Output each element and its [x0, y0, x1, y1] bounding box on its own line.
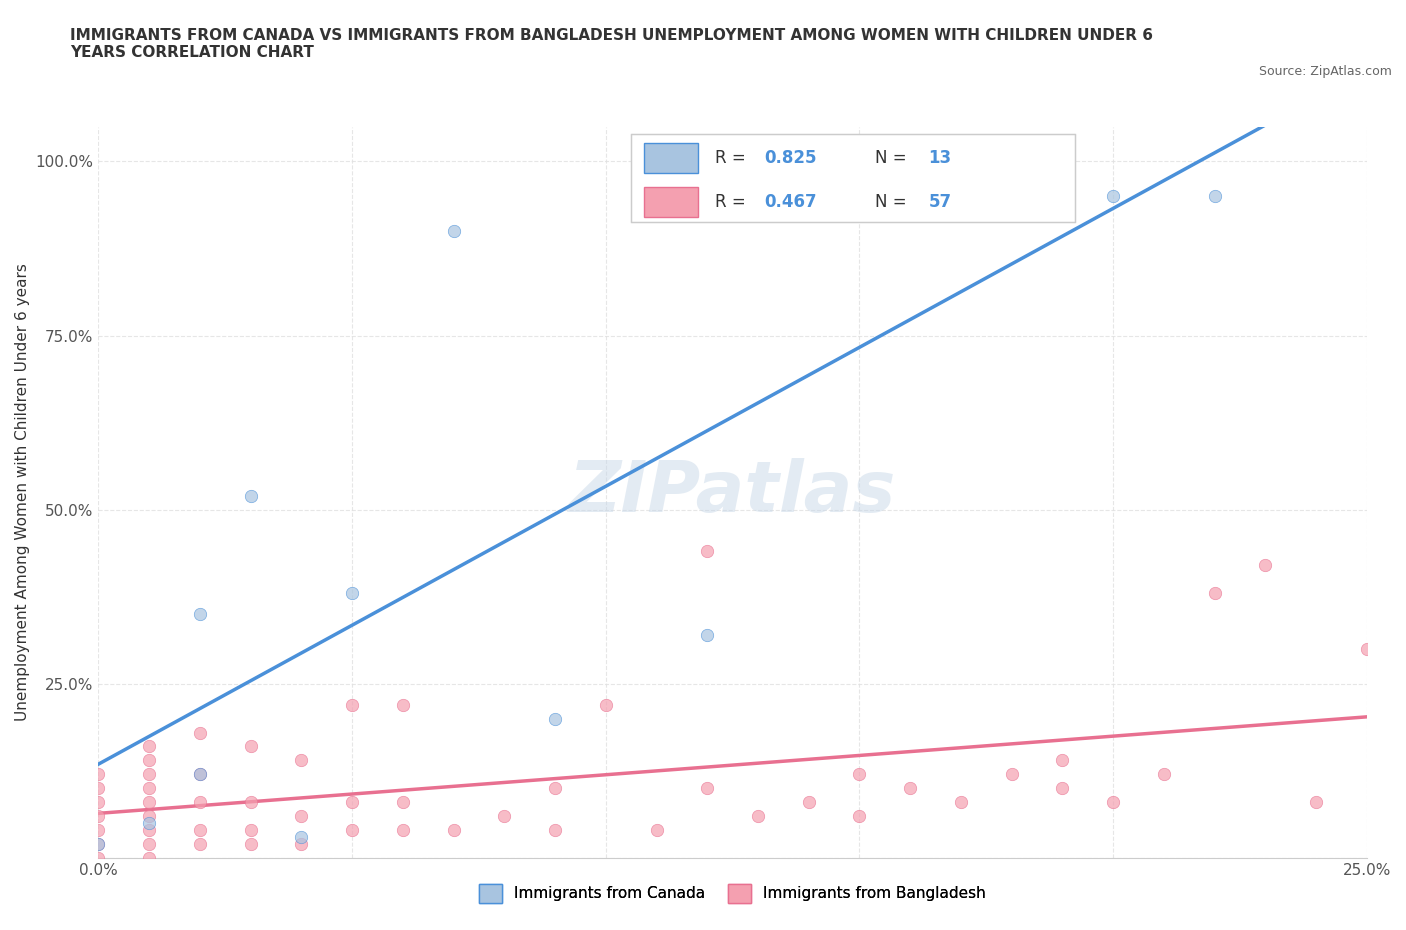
Point: [1153, 767, 1175, 782]
Point: [848, 809, 870, 824]
Point: [949, 795, 972, 810]
Point: [645, 823, 668, 838]
Point: [188, 823, 211, 838]
Point: [87, 851, 110, 866]
Point: [87, 809, 110, 824]
Point: [239, 823, 262, 838]
Point: [188, 606, 211, 621]
Point: [443, 823, 465, 838]
Point: [290, 830, 312, 844]
Point: [87, 823, 110, 838]
Point: [747, 809, 769, 824]
Point: [340, 586, 363, 601]
Point: [1204, 586, 1226, 601]
Point: [898, 781, 921, 796]
Point: [188, 795, 211, 810]
Point: [696, 781, 718, 796]
Point: [392, 823, 415, 838]
Point: [1052, 781, 1074, 796]
Point: [138, 753, 160, 768]
Point: [1355, 642, 1378, 657]
Point: [239, 837, 262, 852]
Point: [1305, 795, 1327, 810]
Point: [239, 795, 262, 810]
Point: [87, 767, 110, 782]
Point: [1001, 767, 1024, 782]
Point: [544, 823, 567, 838]
Point: [340, 795, 363, 810]
Point: [443, 223, 465, 238]
Point: [87, 837, 110, 852]
Point: [138, 781, 160, 796]
Point: [544, 781, 567, 796]
Point: [595, 698, 617, 712]
Point: [544, 711, 567, 726]
Point: [87, 795, 110, 810]
Legend: Immigrants from Canada, Immigrants from Bangladesh: Immigrants from Canada, Immigrants from …: [472, 878, 993, 909]
Point: [239, 739, 262, 754]
Point: [1254, 558, 1277, 573]
Point: [290, 809, 312, 824]
Point: [138, 837, 160, 852]
Point: [696, 544, 718, 559]
Point: [188, 837, 211, 852]
Text: Source: ZipAtlas.com: Source: ZipAtlas.com: [1258, 65, 1392, 78]
Point: [1102, 189, 1125, 204]
Point: [290, 837, 312, 852]
Point: [1102, 795, 1125, 810]
Point: [138, 795, 160, 810]
Y-axis label: Unemployment Among Women with Children Under 6 years: Unemployment Among Women with Children U…: [15, 263, 30, 721]
Point: [239, 488, 262, 503]
Point: [290, 753, 312, 768]
Point: [138, 851, 160, 866]
Point: [797, 795, 820, 810]
Point: [696, 628, 718, 643]
Text: ZIPatlas: ZIPatlas: [569, 458, 896, 526]
Point: [1052, 753, 1074, 768]
Point: [138, 816, 160, 830]
Point: [188, 767, 211, 782]
Point: [188, 767, 211, 782]
Point: [848, 767, 870, 782]
Point: [392, 698, 415, 712]
Point: [138, 809, 160, 824]
Text: IMMIGRANTS FROM CANADA VS IMMIGRANTS FROM BANGLADESH UNEMPLOYMENT AMONG WOMEN WI: IMMIGRANTS FROM CANADA VS IMMIGRANTS FRO…: [70, 28, 1153, 60]
Point: [188, 725, 211, 740]
Point: [1204, 189, 1226, 204]
Point: [747, 189, 769, 204]
Point: [138, 767, 160, 782]
Point: [138, 739, 160, 754]
Point: [87, 781, 110, 796]
Point: [340, 823, 363, 838]
Point: [87, 837, 110, 852]
Point: [392, 795, 415, 810]
Point: [138, 823, 160, 838]
Point: [494, 809, 516, 824]
Point: [340, 698, 363, 712]
